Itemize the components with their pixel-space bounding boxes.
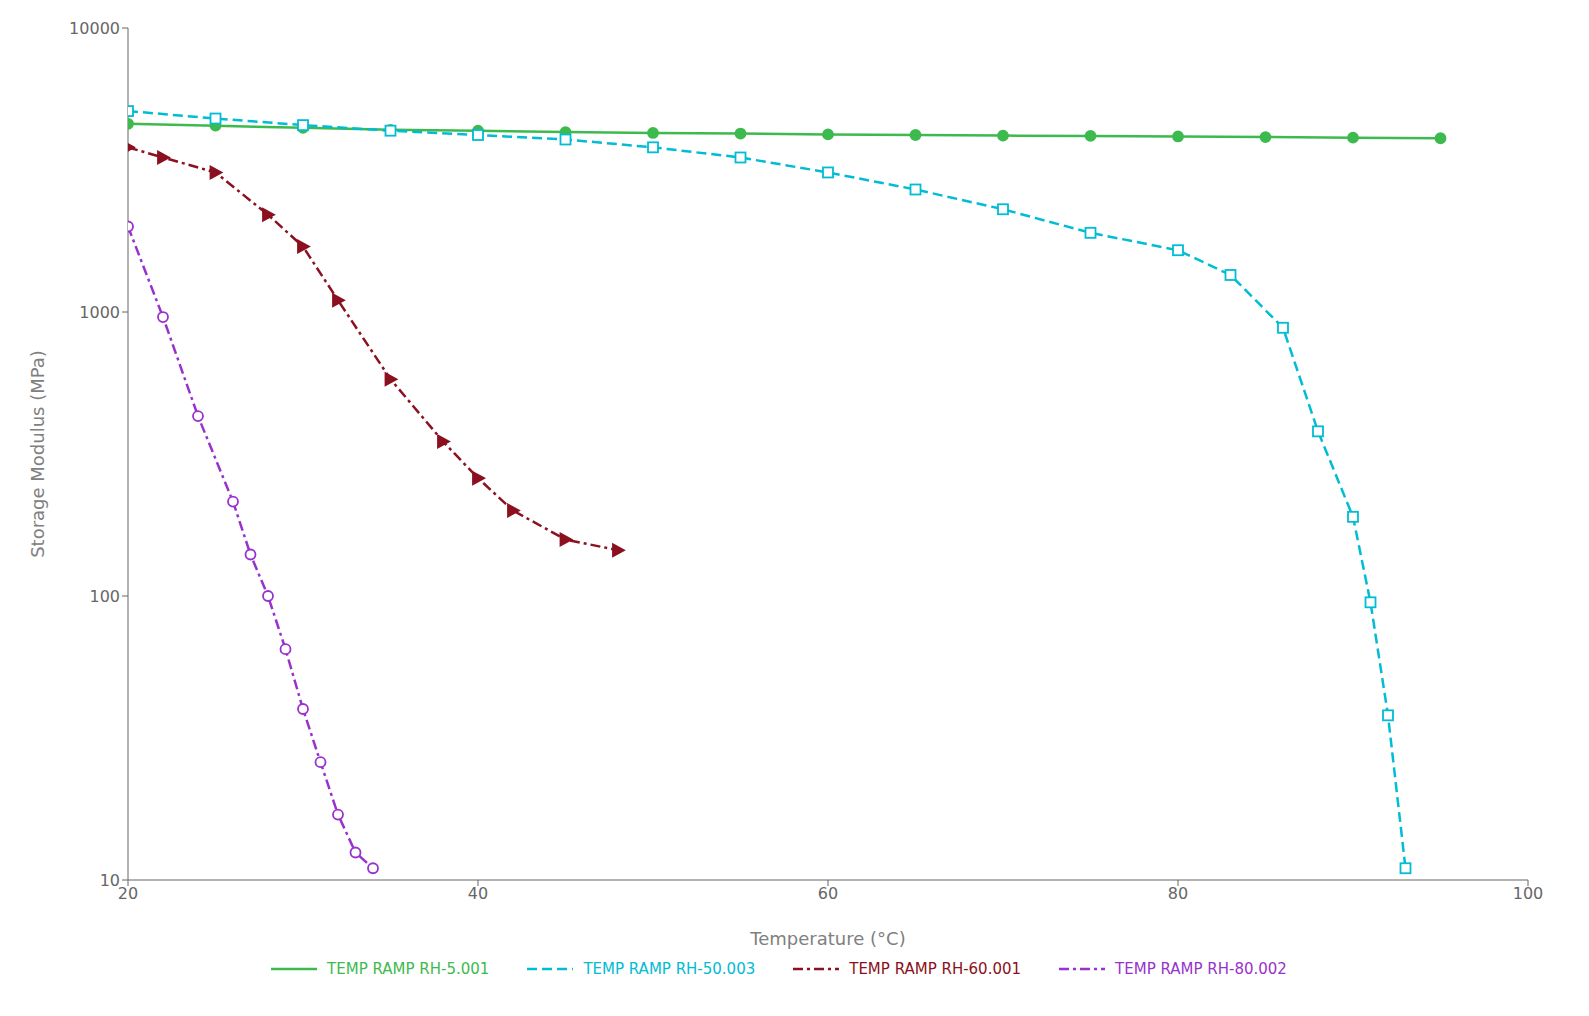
svg-text:20: 20 (118, 884, 138, 903)
svg-text:40: 40 (468, 884, 488, 903)
svg-text:10000: 10000 (69, 19, 120, 38)
svg-text:100: 100 (89, 587, 120, 606)
svg-text:60: 60 (818, 884, 838, 903)
svg-text:Storage Modulus (MPa): Storage Modulus (MPa) (27, 350, 48, 558)
svg-text:1000: 1000 (79, 303, 120, 322)
svg-text:Temperature (°C): Temperature (°C) (749, 928, 905, 949)
html-text:TEMP RAMP RH-50.003: TEMP RAMP RH-50.003 (583, 960, 756, 978)
svg-text:10: 10 (100, 871, 120, 890)
svg-text:80: 80 (1168, 884, 1188, 903)
html-text:TEMP RAMP RH-80.002: TEMP RAMP RH-80.002 (1115, 960, 1287, 978)
svg-text:100: 100 (1513, 884, 1544, 903)
html-text:TEMP RAMP RH-60.001: TEMP RAMP RH-60.001 (849, 960, 1022, 978)
html-text:TEMP RAMP RH-5.001: TEMP RAMP RH-5.001 (327, 960, 490, 978)
